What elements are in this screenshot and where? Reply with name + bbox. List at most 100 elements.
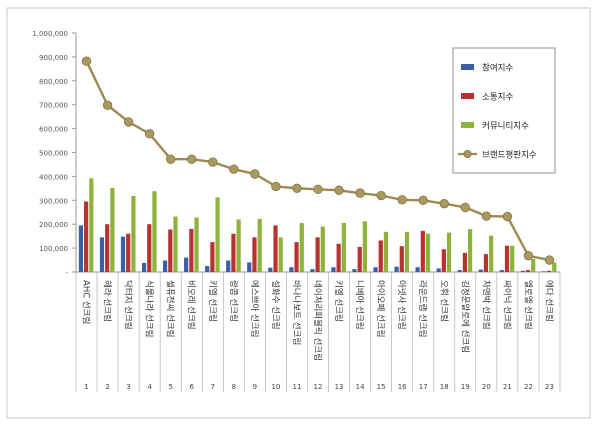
rank-label-5: 5 bbox=[168, 383, 172, 391]
category-label-3: 닥터지 선크림 bbox=[123, 280, 134, 330]
rank-label-9: 9 bbox=[253, 383, 257, 391]
y-tick-label: 900,000 bbox=[39, 54, 68, 62]
brand-index-point-2 bbox=[102, 100, 113, 110]
rank-label-8: 8 bbox=[232, 383, 236, 391]
bar-2-14 bbox=[357, 246, 362, 272]
brand-index-point-14 bbox=[355, 188, 365, 198]
y-tick-label: 300,000 bbox=[39, 197, 68, 205]
bar-3-10 bbox=[278, 237, 283, 272]
rank-label-1: 1 bbox=[84, 383, 88, 391]
bar-3-7 bbox=[215, 197, 220, 272]
category-label-10: 설화수 선크림 bbox=[270, 280, 281, 330]
category-label-23: 에다 선크림 bbox=[543, 280, 554, 322]
rank-label-18: 18 bbox=[440, 383, 449, 391]
bar-1-5 bbox=[162, 260, 168, 272]
category-label-22: 엘로엘 선크림 bbox=[522, 280, 533, 330]
brand-index-point-9 bbox=[250, 169, 260, 179]
brand-index-point-3 bbox=[123, 117, 134, 127]
bar-2-11 bbox=[294, 242, 299, 272]
bar-1-7 bbox=[205, 266, 210, 272]
bar-3-11 bbox=[299, 223, 304, 272]
brand-index-point-22 bbox=[523, 251, 534, 261]
category-label-17: 라운드랩 선크림 bbox=[417, 280, 428, 337]
brand-index-point-17 bbox=[418, 195, 428, 206]
bar-3-23 bbox=[552, 262, 557, 272]
y-tick-label: 1,000,000 bbox=[32, 30, 68, 38]
category-label-1: AHC 선크림 bbox=[81, 280, 92, 324]
legend-label-3: 커뮤니티지수 bbox=[482, 121, 529, 132]
bar-1-23 bbox=[541, 271, 546, 272]
legend-label-1: 참여지수 bbox=[482, 63, 513, 74]
bar-1-22 bbox=[520, 270, 525, 272]
bar-3-20 bbox=[489, 235, 494, 272]
bar-3-22 bbox=[531, 258, 536, 272]
category-label-4: 식물나라 선크림 bbox=[144, 280, 155, 337]
rank-label-11: 11 bbox=[292, 383, 301, 391]
rank-label-12: 12 bbox=[314, 383, 323, 391]
bar-1-8 bbox=[226, 260, 231, 272]
category-label-5: 셀퓨전씨 선크림 bbox=[165, 280, 176, 337]
brand-index-point-7 bbox=[208, 157, 218, 167]
bar-1-20 bbox=[478, 269, 483, 272]
rank-label-22: 22 bbox=[524, 383, 533, 391]
legend-label-2: 소통지수 bbox=[482, 93, 513, 103]
bar-1-19 bbox=[457, 270, 462, 272]
bar-1-9 bbox=[247, 262, 252, 272]
bar-3-2 bbox=[110, 187, 115, 272]
legend-swatch-2 bbox=[461, 93, 474, 99]
legend-swatch-3 bbox=[461, 122, 474, 128]
bar-1-13 bbox=[331, 267, 336, 272]
bar-1-21 bbox=[499, 270, 504, 272]
bar-2-17 bbox=[420, 230, 425, 272]
rank-label-4: 4 bbox=[147, 383, 152, 391]
bar-2-15 bbox=[378, 240, 383, 272]
bar-1-17 bbox=[415, 267, 420, 272]
bar-1-11 bbox=[289, 267, 294, 272]
bar-2-10 bbox=[273, 225, 278, 272]
y-tick-label: - bbox=[65, 269, 68, 277]
category-label-13: 키엘 선크림 bbox=[333, 280, 344, 322]
category-label-21: 싸이닉 선크림 bbox=[501, 280, 512, 330]
bar-3-16 bbox=[404, 231, 410, 272]
brand-index-point-6 bbox=[187, 154, 197, 164]
rank-label-17: 17 bbox=[419, 383, 428, 391]
bar-3-3 bbox=[131, 195, 136, 272]
category-label-15: 아이오페 선크림 bbox=[375, 280, 386, 337]
brand-index-point-23 bbox=[544, 255, 555, 265]
bar-2-3 bbox=[126, 233, 131, 272]
bar-2-9 bbox=[252, 237, 257, 272]
category-label-14: 니베아 선크림 bbox=[354, 280, 365, 330]
category-label-19: 김정문알로에 선크림 bbox=[459, 280, 470, 353]
bar-1-6 bbox=[184, 257, 189, 272]
y-tick-label: 100,000 bbox=[39, 245, 68, 253]
bar-2-16 bbox=[399, 246, 404, 272]
category-label-16: 아넷사 선크림 bbox=[396, 280, 407, 330]
brand-index-point-12 bbox=[313, 184, 323, 195]
bar-3-9 bbox=[257, 218, 262, 272]
bar-2-5 bbox=[168, 229, 173, 272]
bar-2-21 bbox=[504, 245, 510, 272]
category-label-9: 에스쁘아 선크림 bbox=[249, 280, 260, 337]
brand-index-point-11 bbox=[292, 183, 302, 194]
y-tick-label: 500,000 bbox=[39, 150, 68, 158]
bar-2-8 bbox=[231, 233, 236, 272]
bar-2-22 bbox=[525, 270, 531, 272]
bar-3-14 bbox=[362, 221, 367, 272]
bar-2-23 bbox=[546, 270, 552, 272]
brand-index-point-16 bbox=[397, 195, 407, 205]
legend-swatch-1 bbox=[461, 64, 474, 70]
y-tick-label: 700,000 bbox=[39, 102, 68, 110]
bar-1-3 bbox=[120, 236, 126, 272]
bar-2-2 bbox=[105, 224, 110, 272]
brand-index-point-8 bbox=[229, 164, 239, 174]
rank-label-14: 14 bbox=[356, 383, 365, 391]
brand-index-point-10 bbox=[271, 181, 281, 192]
bar-1-2 bbox=[99, 237, 105, 272]
bar-1-12 bbox=[310, 269, 315, 272]
bar-3-17 bbox=[425, 233, 431, 272]
bar-2-12 bbox=[315, 237, 320, 272]
bar-2-1 bbox=[84, 201, 89, 272]
